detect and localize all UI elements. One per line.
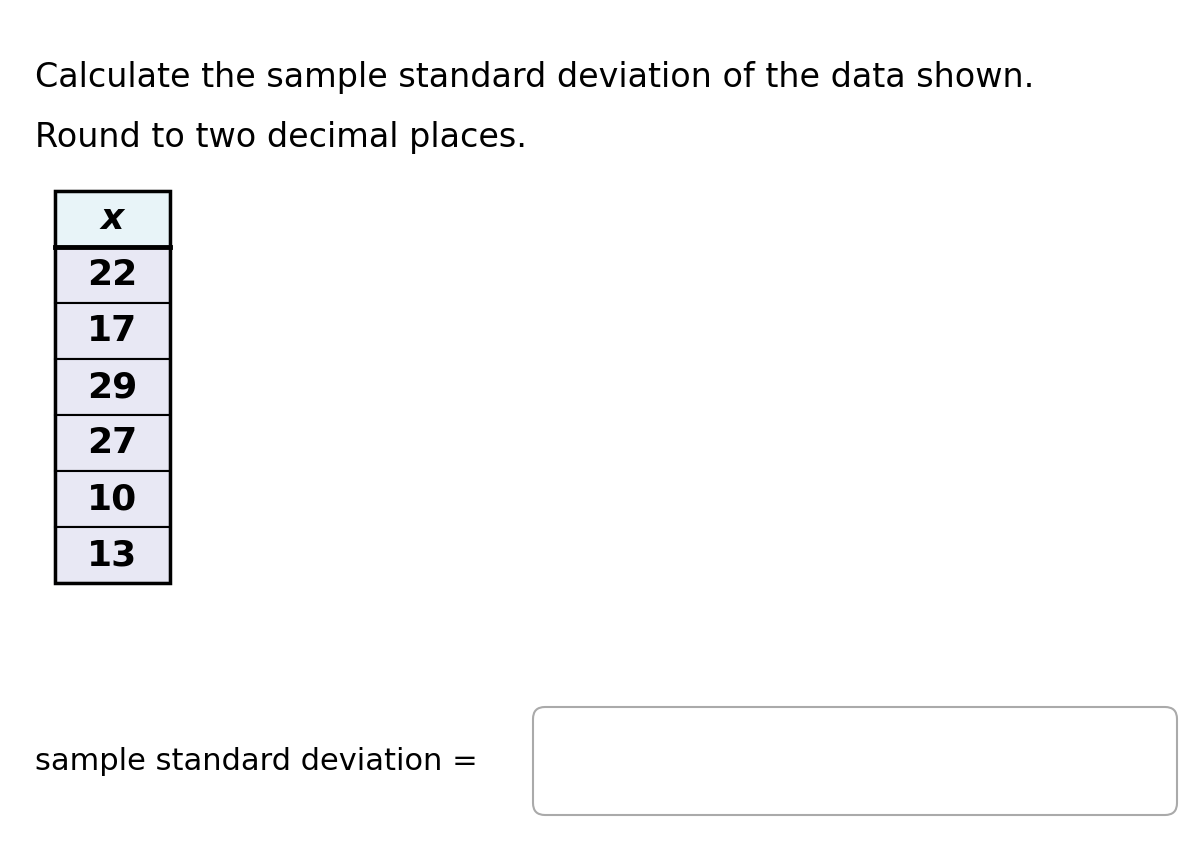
Text: sample standard deviation =: sample standard deviation = (35, 746, 478, 776)
Bar (55, 247, 170, 303)
Text: 27: 27 (88, 426, 138, 460)
Text: Round to two decimal places.: Round to two decimal places. (35, 121, 527, 154)
Bar (55, 415, 170, 471)
Bar (55, 471, 170, 527)
Bar (55, 191, 170, 247)
Text: 13: 13 (88, 538, 138, 572)
Bar (55, 359, 170, 415)
Text: Calculate the sample standard deviation of the data shown.: Calculate the sample standard deviation … (35, 61, 1034, 94)
Text: 29: 29 (88, 370, 138, 404)
Text: 17: 17 (88, 314, 138, 348)
FancyBboxPatch shape (533, 707, 1177, 815)
Text: 10: 10 (88, 482, 138, 516)
Bar (55, 303, 170, 359)
Bar (55, 191, 170, 583)
Text: x: x (101, 202, 124, 236)
Text: 22: 22 (88, 258, 138, 292)
Bar (55, 527, 170, 583)
